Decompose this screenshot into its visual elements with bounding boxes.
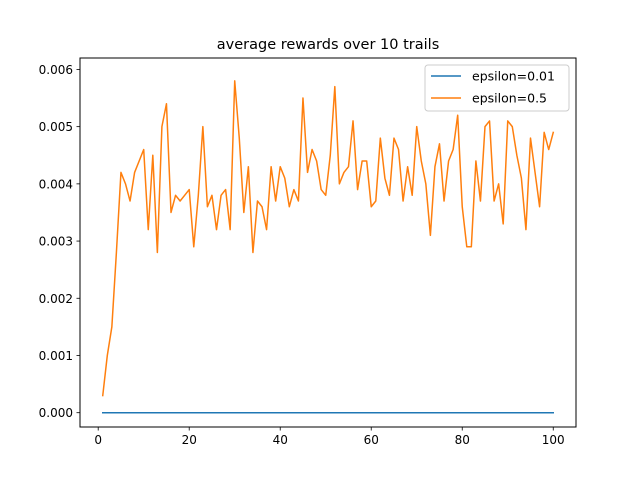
chart-title: average rewards over 10 trails (217, 37, 440, 53)
y-tick-label: 0.001 (39, 349, 73, 363)
y-tick-label: 0.003 (39, 235, 73, 249)
x-tick-label: 40 (273, 433, 288, 447)
x-tick-label: 0 (94, 433, 102, 447)
y-tick-label: 0.005 (39, 120, 73, 134)
series-line-epsilon-0-5 (101, 80, 555, 397)
x-tick-label: 20 (182, 433, 197, 447)
x-tick-label: 80 (455, 433, 470, 447)
x-axis: 0 20 40 60 80 100 (94, 427, 565, 447)
y-tick-label: 0.000 (39, 406, 73, 420)
y-tick-label: 0.006 (39, 63, 73, 77)
x-tick-label: 60 (364, 433, 379, 447)
x-tick-label: 100 (542, 433, 565, 447)
y-axis: 0.000 0.001 0.002 0.003 0.004 0.005 0.006 (39, 63, 80, 420)
series-lines (101, 80, 555, 414)
legend-label: epsilon=0.5 (472, 91, 547, 106)
y-tick-label: 0.004 (39, 177, 73, 191)
legend: epsilon=0.01 epsilon=0.5 (424, 64, 570, 112)
plot-frame (79, 57, 577, 428)
plot-area (80, 58, 576, 427)
legend-label: epsilon=0.01 (472, 69, 555, 84)
y-tick-label: 0.002 (39, 292, 73, 306)
